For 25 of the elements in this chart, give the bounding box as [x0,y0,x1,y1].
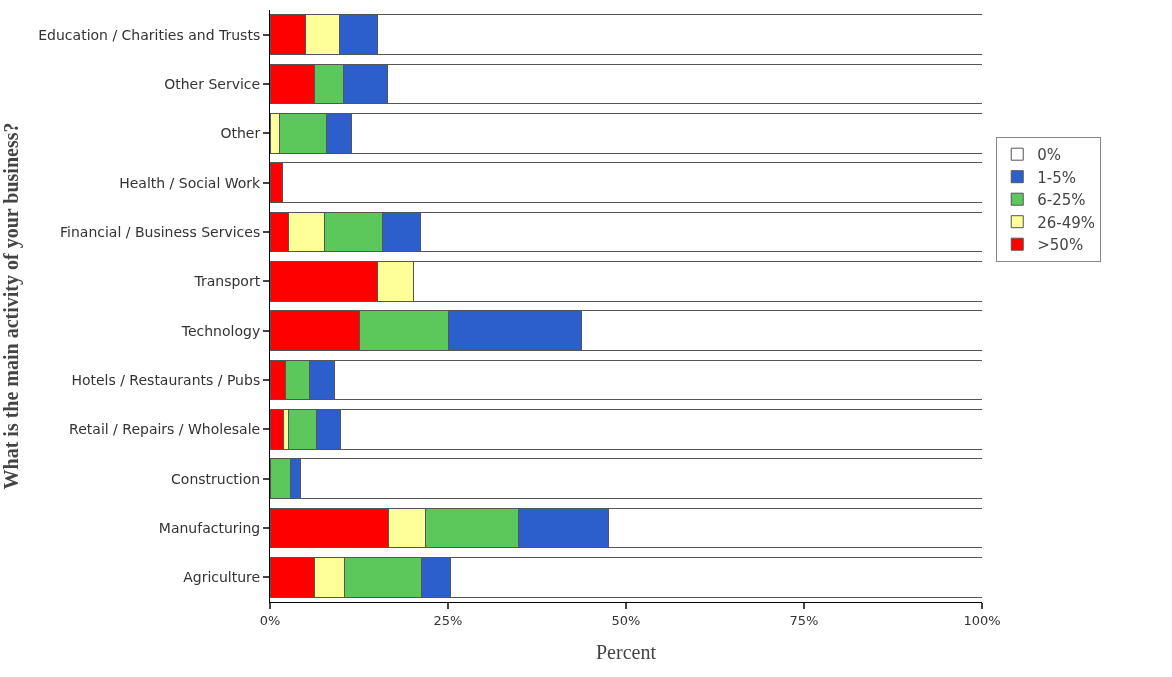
legend-label: >50% [1037,236,1084,255]
y-tick-label: Construction [171,470,261,487]
x-tick-label: 0% [259,612,281,628]
legend-label: 1-5% [1037,168,1077,187]
y-axis-title: What is the main activity of your business? [0,122,23,490]
y-tick-label: Agriculture [183,569,261,586]
y-tick-label: Retail / Repairs / Wholesale [69,421,261,438]
x-tick-label: 50% [611,612,641,628]
legend-label: 26-49% [1037,213,1096,232]
bar [270,409,285,450]
x-tick-label: 75% [789,612,819,628]
y-tick-label: Transport [193,273,261,290]
y-tick-label: Financial / Business Services [60,223,261,240]
y-tick-label: Other Service [164,75,261,92]
x-tick-label: 25% [433,612,463,628]
y-tick-label: Hotels / Restaurants / Pubs [71,371,261,388]
x-tick-label: 100% [963,612,1001,628]
y-tick-label: Technology [180,322,261,339]
legend-label: 6-25% [1037,191,1086,210]
legend-label: 0% [1037,146,1062,165]
y-tick-label: Manufacturing [158,519,261,536]
x-axis-title: Percent [596,641,657,664]
y-tick-label: Education / Charities and Trusts [38,26,261,43]
y-tick-label: Other [220,125,261,142]
y-tick-label: Health / Social Work [119,174,262,191]
